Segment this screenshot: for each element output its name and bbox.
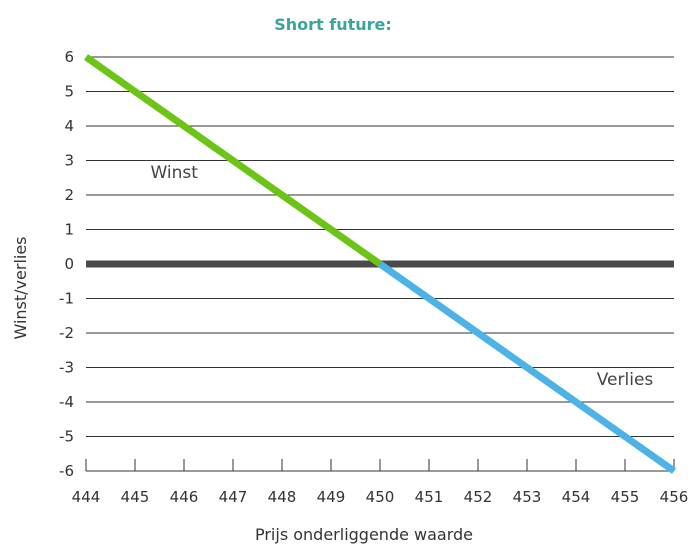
- x-tick-label: 453: [513, 488, 542, 506]
- y-tick-label: -1: [59, 290, 74, 308]
- x-tick-label: 450: [366, 488, 395, 506]
- x-tick-label: 448: [268, 488, 297, 506]
- x-tick-label: 451: [415, 488, 444, 506]
- y-axis-label: Winst/verlies: [11, 236, 30, 339]
- x-tick-label: 444: [72, 488, 101, 506]
- chart-title: Short future:: [274, 15, 392, 34]
- y-tick-label: 6: [64, 48, 74, 66]
- x-tick-label: 454: [562, 488, 591, 506]
- series-line: [377, 261, 677, 474]
- x-tick-label: 445: [121, 488, 150, 506]
- y-tick-label: 0: [64, 255, 74, 273]
- annotations: Winst Verlies: [150, 163, 653, 390]
- y-tick-label: 2: [64, 186, 74, 204]
- x-axis-label: Prijs onderliggende waarde: [255, 525, 473, 544]
- annotation-label: Winst: [150, 163, 198, 183]
- x-axis-ticks: 444 445 446 447 448 449 450 451 452 453 454 455 456: [72, 459, 689, 506]
- y-axis-ticks: 6 5 4 3 2 1 0 -1 -2 -3 -4 -5 -6: [59, 48, 74, 480]
- annotation-label: Verlies: [597, 370, 654, 390]
- y-tick-label: -2: [59, 324, 74, 342]
- y-tick-label: -6: [59, 462, 74, 480]
- series: [83, 54, 677, 474]
- x-tick-label: 449: [317, 488, 346, 506]
- y-tick-label: -5: [59, 428, 74, 446]
- series-line: [83, 54, 383, 267]
- y-tick-label: -3: [59, 359, 74, 377]
- x-tick-label: 456: [660, 488, 689, 506]
- x-tick-label: 446: [170, 488, 199, 506]
- y-tick-label: 3: [64, 152, 74, 170]
- y-tick-label: 5: [64, 83, 74, 101]
- x-tick-label: 447: [219, 488, 248, 506]
- x-tick-label: 452: [464, 488, 493, 506]
- y-tick-label: 4: [64, 117, 74, 135]
- x-tick-label: 455: [611, 488, 640, 506]
- y-tick-label: 1: [64, 221, 74, 239]
- y-tick-label: -4: [59, 393, 74, 411]
